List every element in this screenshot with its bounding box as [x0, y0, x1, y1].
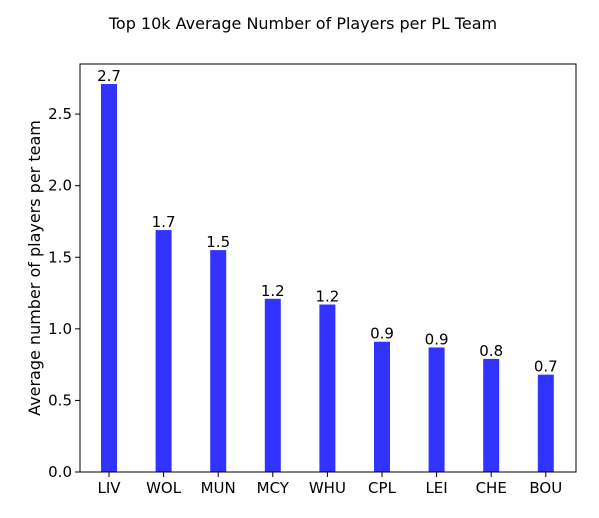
y-tick-label: 0.5 — [48, 391, 72, 409]
data-label-che: 0.8 — [479, 342, 503, 360]
y-tick-label: 2.5 — [48, 105, 72, 123]
y-tick-label: 0.0 — [48, 463, 72, 481]
x-tick-label-cpl: CPL — [368, 479, 397, 497]
data-label-liv: 2.7 — [97, 67, 121, 85]
x-tick-label-mcy: MCY — [257, 479, 290, 497]
x-axis: LIV WOL MUN MCY WHU CPL LEI CHE BOU — [97, 472, 562, 497]
data-labels-layer: 2.7 1.7 1.5 1.2 1.2 0.9 0.9 0.8 0.7 — [97, 67, 558, 376]
x-tick-label-liv: LIV — [97, 479, 121, 497]
bar-cpl — [374, 341, 390, 472]
bar-liv — [101, 84, 117, 472]
chart-title: Top 10k Average Number of Players per PL… — [108, 14, 497, 33]
data-label-mun: 1.5 — [206, 233, 230, 251]
x-tick-label-che: CHE — [476, 479, 507, 497]
bar-whu — [319, 304, 336, 472]
bar-lei — [428, 347, 445, 472]
x-tick-label-whu: WHU — [309, 479, 346, 497]
y-axis: 0.0 0.5 1.0 1.5 2.0 2.5 — [48, 105, 80, 481]
y-axis-label: Average number of players per team — [25, 120, 44, 416]
data-label-bou: 0.7 — [534, 358, 558, 376]
x-tick-label-lei: LEI — [425, 479, 447, 497]
data-label-wol: 1.7 — [152, 213, 176, 231]
bar-mun — [210, 250, 227, 472]
y-tick-label: 1.0 — [48, 320, 72, 338]
y-tick-label: 2.0 — [48, 177, 72, 195]
bar-wol — [155, 230, 172, 472]
x-tick-label-wol: WOL — [146, 479, 182, 497]
x-tick-label-bou: BOU — [529, 479, 562, 497]
data-label-whu: 1.2 — [315, 288, 339, 306]
data-label-cpl: 0.9 — [370, 325, 394, 343]
bar-che — [483, 358, 500, 472]
data-label-lei: 0.9 — [425, 330, 449, 348]
bar-mcy — [264, 298, 281, 472]
bar-bou — [537, 374, 554, 472]
plot-frame — [79, 63, 577, 473]
y-tick-label: 1.5 — [48, 248, 72, 266]
bars-layer — [101, 84, 554, 472]
data-label-mcy: 1.2 — [261, 282, 285, 300]
x-tick-label-mun: MUN — [201, 479, 236, 497]
